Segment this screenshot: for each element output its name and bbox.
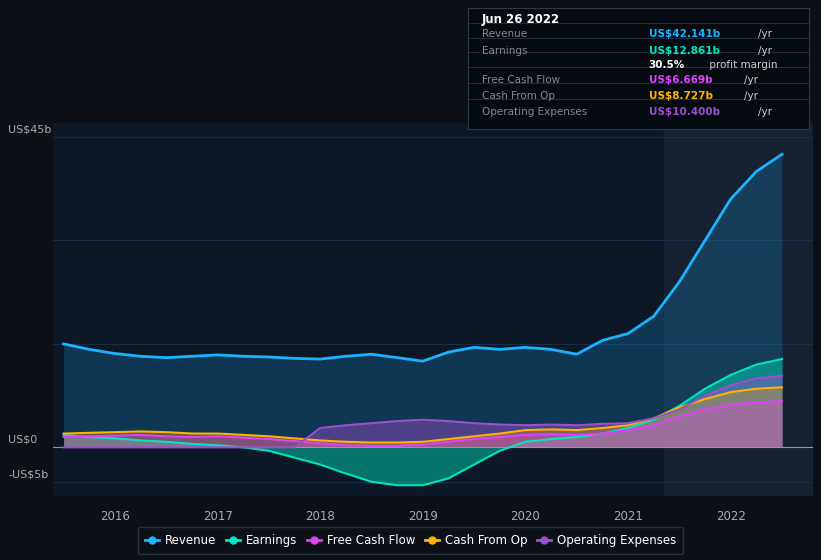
Text: 2019: 2019	[408, 510, 438, 522]
Text: US$0: US$0	[8, 435, 38, 445]
Text: 30.5%: 30.5%	[649, 59, 685, 69]
Text: Jun 26 2022: Jun 26 2022	[482, 13, 560, 26]
Text: /yr: /yr	[758, 29, 772, 39]
Text: /yr: /yr	[758, 46, 772, 56]
Text: Cash From Op: Cash From Op	[482, 91, 555, 101]
Text: /yr: /yr	[744, 75, 758, 85]
Text: profit margin: profit margin	[707, 59, 778, 69]
Text: Revenue: Revenue	[482, 29, 527, 39]
Text: 2017: 2017	[203, 510, 232, 522]
Text: Operating Expenses: Operating Expenses	[482, 106, 587, 116]
Text: US$45b: US$45b	[8, 124, 52, 134]
Text: US$8.727b: US$8.727b	[649, 91, 713, 101]
Text: /yr: /yr	[758, 106, 772, 116]
Text: US$10.400b: US$10.400b	[649, 106, 720, 116]
Text: US$42.141b: US$42.141b	[649, 29, 720, 39]
Text: Free Cash Flow: Free Cash Flow	[482, 75, 560, 85]
Text: 2016: 2016	[100, 510, 130, 522]
Text: 2021: 2021	[613, 510, 643, 522]
Text: Earnings: Earnings	[482, 46, 527, 56]
Text: US$6.669b: US$6.669b	[649, 75, 712, 85]
Bar	[664, 123, 813, 496]
Text: US$12.861b: US$12.861b	[649, 46, 719, 56]
Text: 2022: 2022	[716, 510, 745, 522]
Text: 2018: 2018	[305, 510, 335, 522]
Legend: Revenue, Earnings, Free Cash Flow, Cash From Op, Operating Expenses: Revenue, Earnings, Free Cash Flow, Cash …	[138, 527, 683, 554]
Text: -US$5b: -US$5b	[8, 469, 48, 479]
Text: /yr: /yr	[744, 91, 758, 101]
Text: 2020: 2020	[511, 510, 540, 522]
